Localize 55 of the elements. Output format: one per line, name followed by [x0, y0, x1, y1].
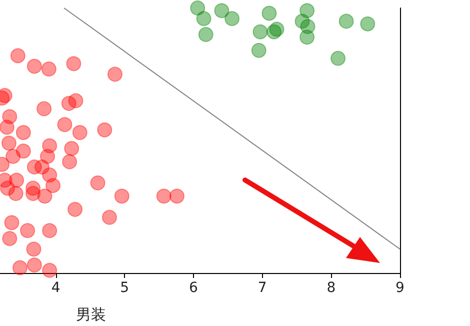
- point: [0, 120, 14, 135]
- point: [72, 125, 88, 140]
- x-tick-label: 7: [258, 280, 267, 296]
- x-tick-label: 9: [396, 280, 404, 296]
- point: [10, 48, 26, 64]
- x-tick-label: 4: [51, 280, 60, 296]
- point: [114, 188, 130, 204]
- point: [224, 11, 240, 26]
- point: [26, 58, 42, 74]
- point: [40, 148, 56, 164]
- point: [338, 14, 354, 29]
- point: [26, 242, 42, 257]
- point: [4, 215, 20, 230]
- x-tick-label: 5: [120, 280, 130, 296]
- point: [8, 186, 24, 201]
- point: [330, 50, 346, 66]
- point: [26, 186, 41, 201]
- point: [68, 93, 84, 108]
- point: [46, 178, 61, 194]
- x-axis-title: 男装: [76, 306, 106, 324]
- point: [68, 202, 83, 217]
- point: [214, 3, 230, 18]
- point: [62, 154, 78, 170]
- point: [90, 175, 106, 190]
- point: [107, 66, 122, 82]
- point: [190, 0, 206, 16]
- point: [42, 223, 58, 238]
- x-tick-label: 6: [189, 280, 198, 296]
- point: [252, 24, 268, 40]
- point: [262, 6, 277, 21]
- point: [156, 188, 172, 204]
- point: [360, 16, 376, 32]
- point: [37, 188, 52, 204]
- point: [64, 140, 80, 156]
- point: [169, 188, 184, 204]
- point: [300, 30, 315, 45]
- point: [36, 101, 52, 116]
- point: [26, 258, 42, 273]
- point: [102, 210, 117, 225]
- point: [41, 61, 56, 76]
- point: [2, 231, 18, 246]
- point: [66, 56, 82, 72]
- point: [20, 223, 36, 238]
- point: [42, 262, 58, 278]
- point: [97, 122, 112, 138]
- point: [251, 42, 266, 58]
- x-tick-label: 8: [326, 280, 336, 296]
- point: [16, 125, 31, 140]
- point: [196, 11, 212, 26]
- point: [198, 27, 214, 42]
- point: [300, 3, 315, 18]
- point: [16, 144, 31, 159]
- point: [57, 117, 72, 132]
- point: [1, 136, 16, 151]
- point: [12, 260, 28, 276]
